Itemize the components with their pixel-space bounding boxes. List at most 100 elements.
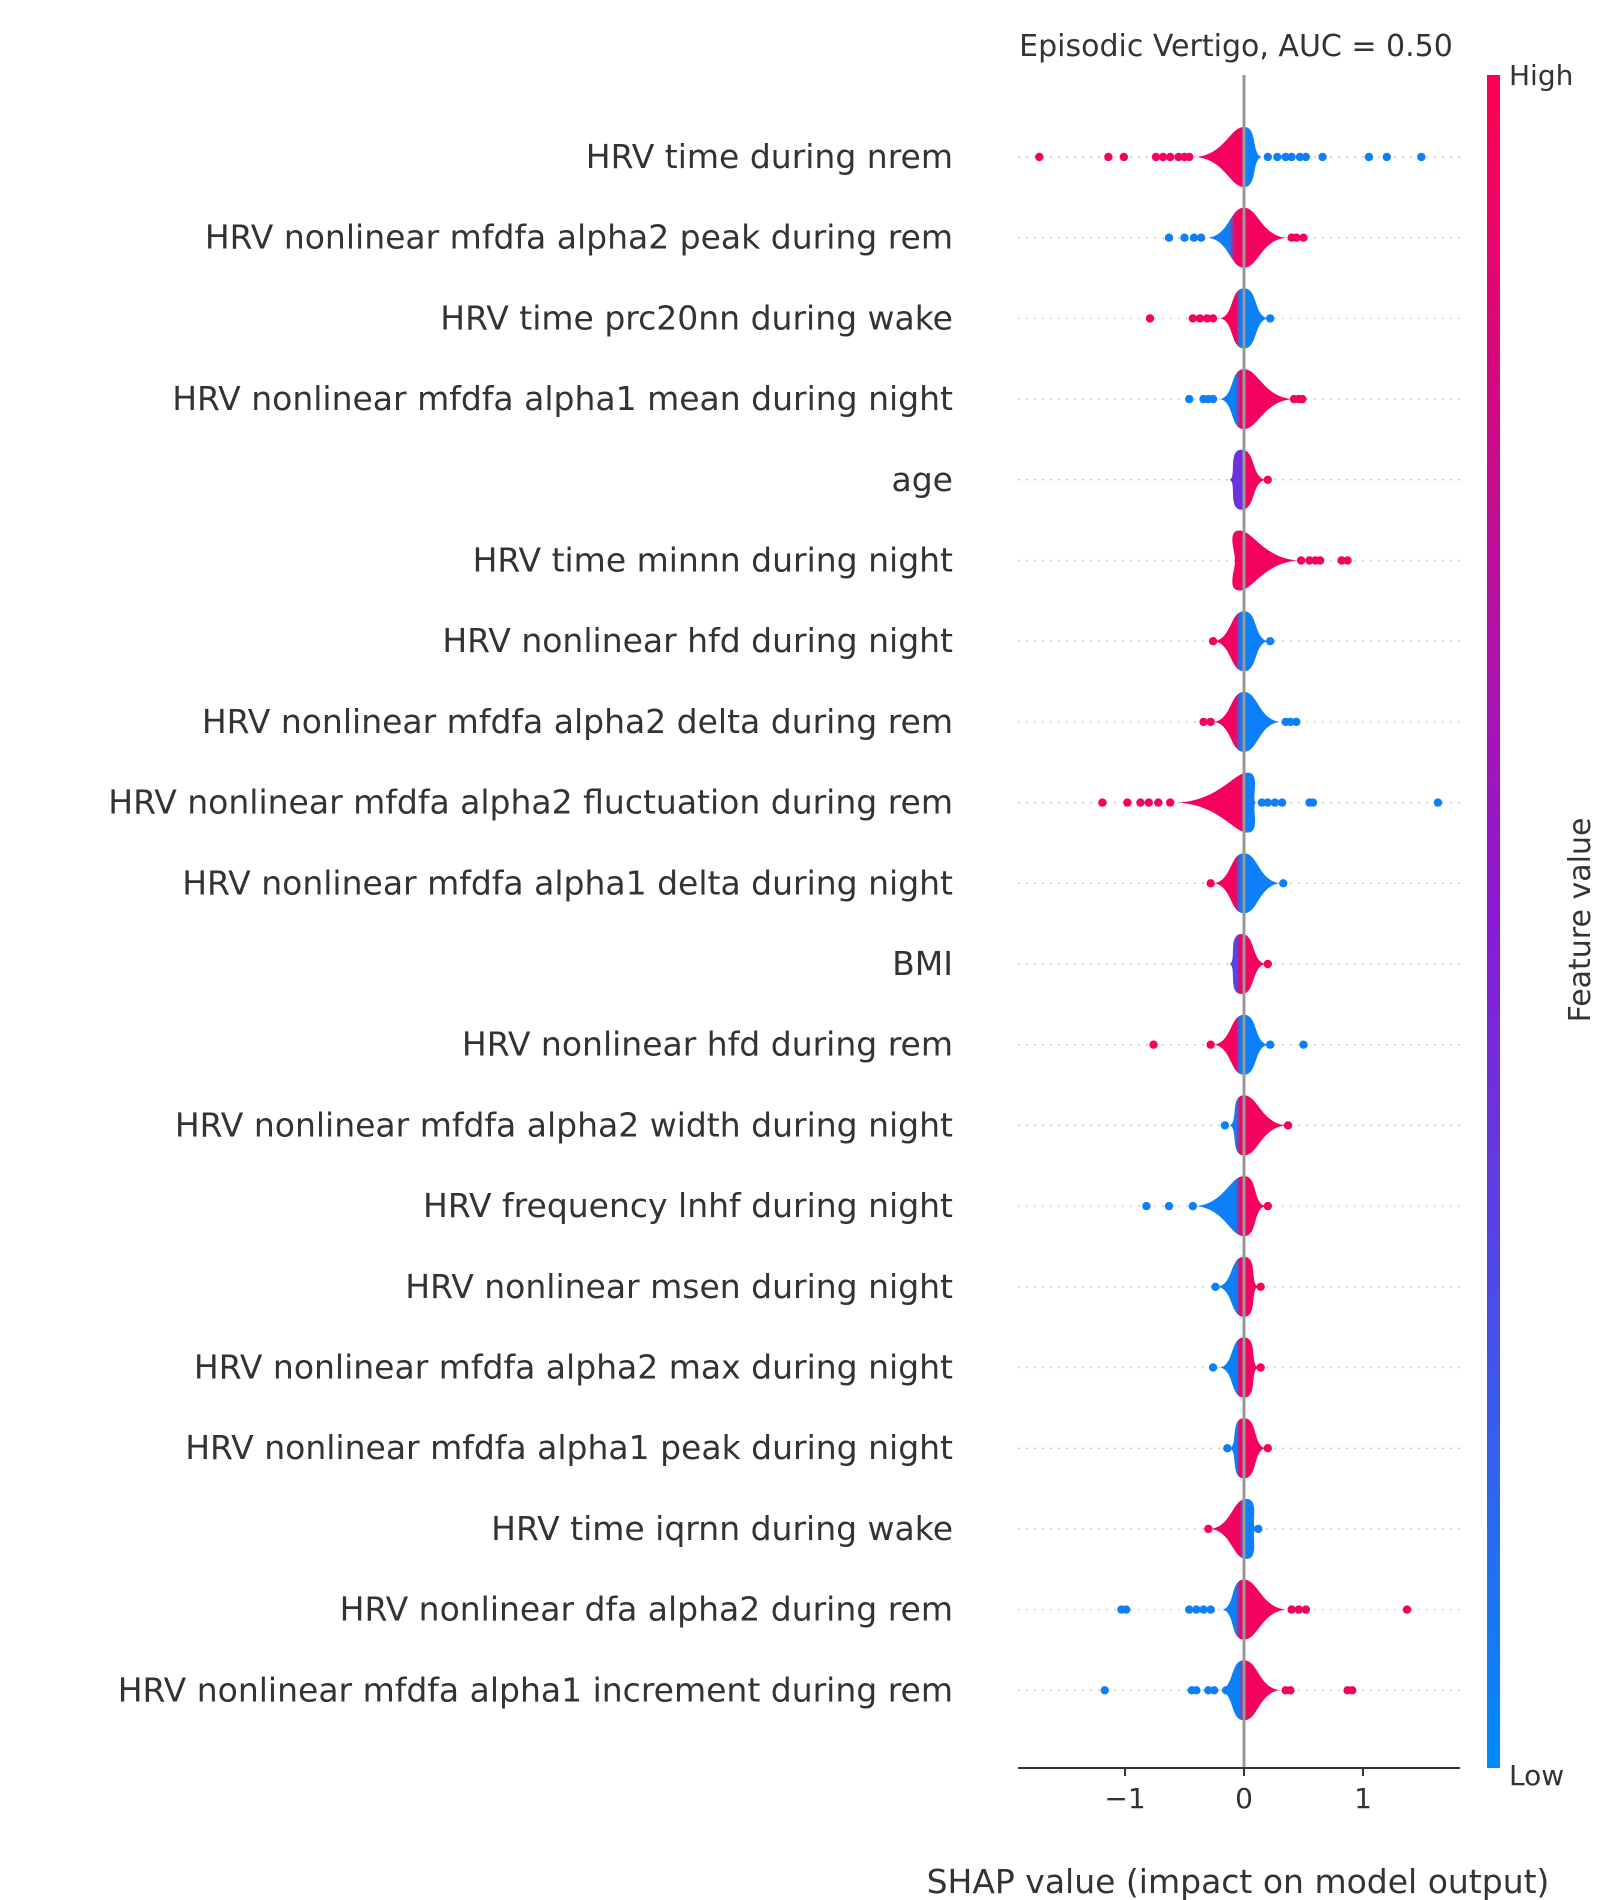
- feature-label: HRV nonlinear mfdfa alpha2 width during …: [175, 1105, 953, 1144]
- shap-point: [1174, 152, 1183, 162]
- feature-label: HRV nonlinear mfdfa alpha1 increment dur…: [118, 1670, 953, 1709]
- shap-point: [1270, 798, 1280, 807]
- shap-point: [1308, 798, 1318, 807]
- shap-point: [1185, 394, 1194, 404]
- shap-point: [1263, 475, 1273, 484]
- shap-point: [1348, 1686, 1357, 1695]
- feature-distribution: [1229, 1095, 1286, 1156]
- row-guides: [1018, 156, 1460, 1692]
- shap-point: [1208, 314, 1218, 323]
- shap-point: [1208, 1363, 1218, 1372]
- feature-distribution: [1217, 1256, 1259, 1317]
- shap-point: [1263, 959, 1273, 969]
- shap-point: [1292, 233, 1301, 242]
- shap-point: [1166, 798, 1175, 807]
- feature-distribution: [1220, 369, 1292, 430]
- shap-point: [1286, 1686, 1295, 1695]
- shap-point: [1199, 717, 1208, 727]
- shap-point: [1206, 1605, 1215, 1614]
- colorbar: [1487, 75, 1500, 1768]
- shap-point: [1283, 1121, 1293, 1130]
- shap-point: [1223, 1444, 1232, 1453]
- shap-point: [1295, 152, 1305, 162]
- shap-point: [1256, 1282, 1265, 1292]
- chart-title: Episodic Vertigo, AUC = 0.50: [1019, 29, 1453, 64]
- shap-point: [1202, 314, 1212, 323]
- shap-point: [1292, 717, 1301, 727]
- shap-point: [1265, 637, 1275, 646]
- shap-point: [1286, 717, 1295, 727]
- shap-point: [1301, 1605, 1311, 1614]
- shap-point: [1196, 233, 1206, 242]
- colorbar-title: Feature value: [1563, 818, 1598, 1023]
- shap-point: [1263, 1201, 1273, 1211]
- shap-point: [1195, 314, 1205, 323]
- feature-label: HRV nonlinear mfdfa alpha1 peak during n…: [185, 1428, 953, 1467]
- feature-distribution: [1214, 611, 1268, 672]
- shap-point: [1151, 152, 1161, 162]
- shap-point: [1279, 879, 1288, 888]
- feature-label: BMI: [892, 944, 953, 983]
- distribution-layer: [1178, 127, 1298, 1721]
- shap-point: [1318, 152, 1327, 162]
- feature-label: HRV nonlinear mfdfa alpha2 fluctuation d…: [108, 783, 953, 822]
- shap-point: [1119, 152, 1129, 162]
- shap-point: [1210, 1686, 1219, 1695]
- shap-point: [1145, 314, 1155, 323]
- feature-distribution: [1229, 1418, 1266, 1479]
- shap-point: [1185, 152, 1194, 162]
- shap-point: [1294, 1605, 1303, 1614]
- x-tick-label: −1: [1104, 1782, 1145, 1815]
- shap-point: [1315, 556, 1325, 565]
- x-tick-label: 0: [1235, 1782, 1253, 1815]
- shap-point: [1299, 1040, 1308, 1049]
- feature-label: HRV nonlinear hfd during night: [442, 621, 953, 660]
- shap-point: [1263, 1444, 1273, 1453]
- feature-label: HRV nonlinear mfdfa alpha2 max during ni…: [194, 1348, 953, 1387]
- shap-point: [1220, 1121, 1230, 1130]
- shap-point: [1287, 152, 1296, 162]
- shap-point: [1188, 314, 1198, 323]
- shap-point: [1211, 1282, 1220, 1292]
- shap-point: [1221, 1686, 1231, 1695]
- shap-point: [1204, 1524, 1213, 1534]
- feature-distribution: [1214, 1014, 1268, 1075]
- shap-point: [1433, 798, 1443, 807]
- shap-point: [1402, 1605, 1412, 1614]
- shap-point: [1154, 798, 1163, 807]
- shap-point: [1417, 152, 1426, 162]
- x-axis-ticks: −1 0 1: [1104, 1768, 1372, 1815]
- shap-point: [1098, 798, 1107, 807]
- shap-point: [1100, 1686, 1109, 1695]
- shap-point: [1166, 152, 1175, 162]
- x-axis-label: SHAP value (impact on model output): [927, 1862, 1550, 1900]
- shap-point: [1206, 717, 1215, 727]
- shap-point: [1337, 556, 1346, 565]
- feature-label: age: [892, 460, 953, 499]
- shap-point: [1296, 556, 1306, 565]
- feature-distribution: [1196, 1176, 1266, 1237]
- feature-distribution: [1196, 127, 1262, 187]
- shap-point: [1164, 1201, 1174, 1211]
- shap-point: [1035, 152, 1044, 162]
- shap-point: [1142, 1201, 1151, 1211]
- shap-point: [1206, 1040, 1215, 1049]
- shap-point: [1287, 1605, 1296, 1614]
- feature-label: HRV time iqrnn during wake: [491, 1509, 953, 1548]
- shap-point: [1257, 798, 1267, 807]
- shap-point: [1189, 233, 1199, 242]
- feature-distribution: [1178, 772, 1256, 833]
- shap-point: [1298, 394, 1307, 404]
- shap-point: [1104, 152, 1113, 162]
- feature-label: HRV nonlinear hfd during rem: [462, 1025, 953, 1064]
- feature-label: HRV nonlinear mfdfa alpha2 peak during r…: [205, 218, 953, 257]
- shap-point: [1204, 1686, 1213, 1695]
- feature-labels: HRV time during nrem HRV nonlinear mfdfa …: [108, 137, 953, 1709]
- shap-point: [1301, 152, 1311, 162]
- shap-point: [1208, 637, 1218, 646]
- shap-point: [1192, 1605, 1201, 1614]
- colorbar-high-label: High: [1509, 59, 1573, 92]
- shap-point: [1343, 556, 1352, 565]
- shap-point: [1188, 1201, 1198, 1211]
